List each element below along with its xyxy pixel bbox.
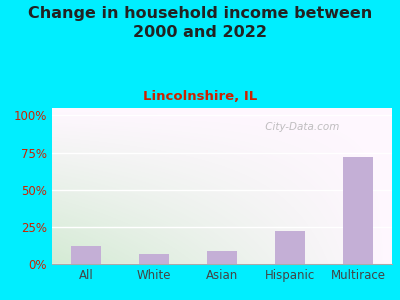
- Bar: [343, 157, 373, 264]
- Bar: [139, 254, 169, 264]
- Text: City-Data.com: City-Data.com: [262, 122, 339, 132]
- Bar: [207, 250, 237, 264]
- Text: Change in household income between
2000 and 2022: Change in household income between 2000 …: [28, 6, 372, 40]
- Bar: [71, 246, 101, 264]
- Bar: [275, 231, 305, 264]
- Text: Lincolnshire, IL: Lincolnshire, IL: [143, 90, 257, 103]
